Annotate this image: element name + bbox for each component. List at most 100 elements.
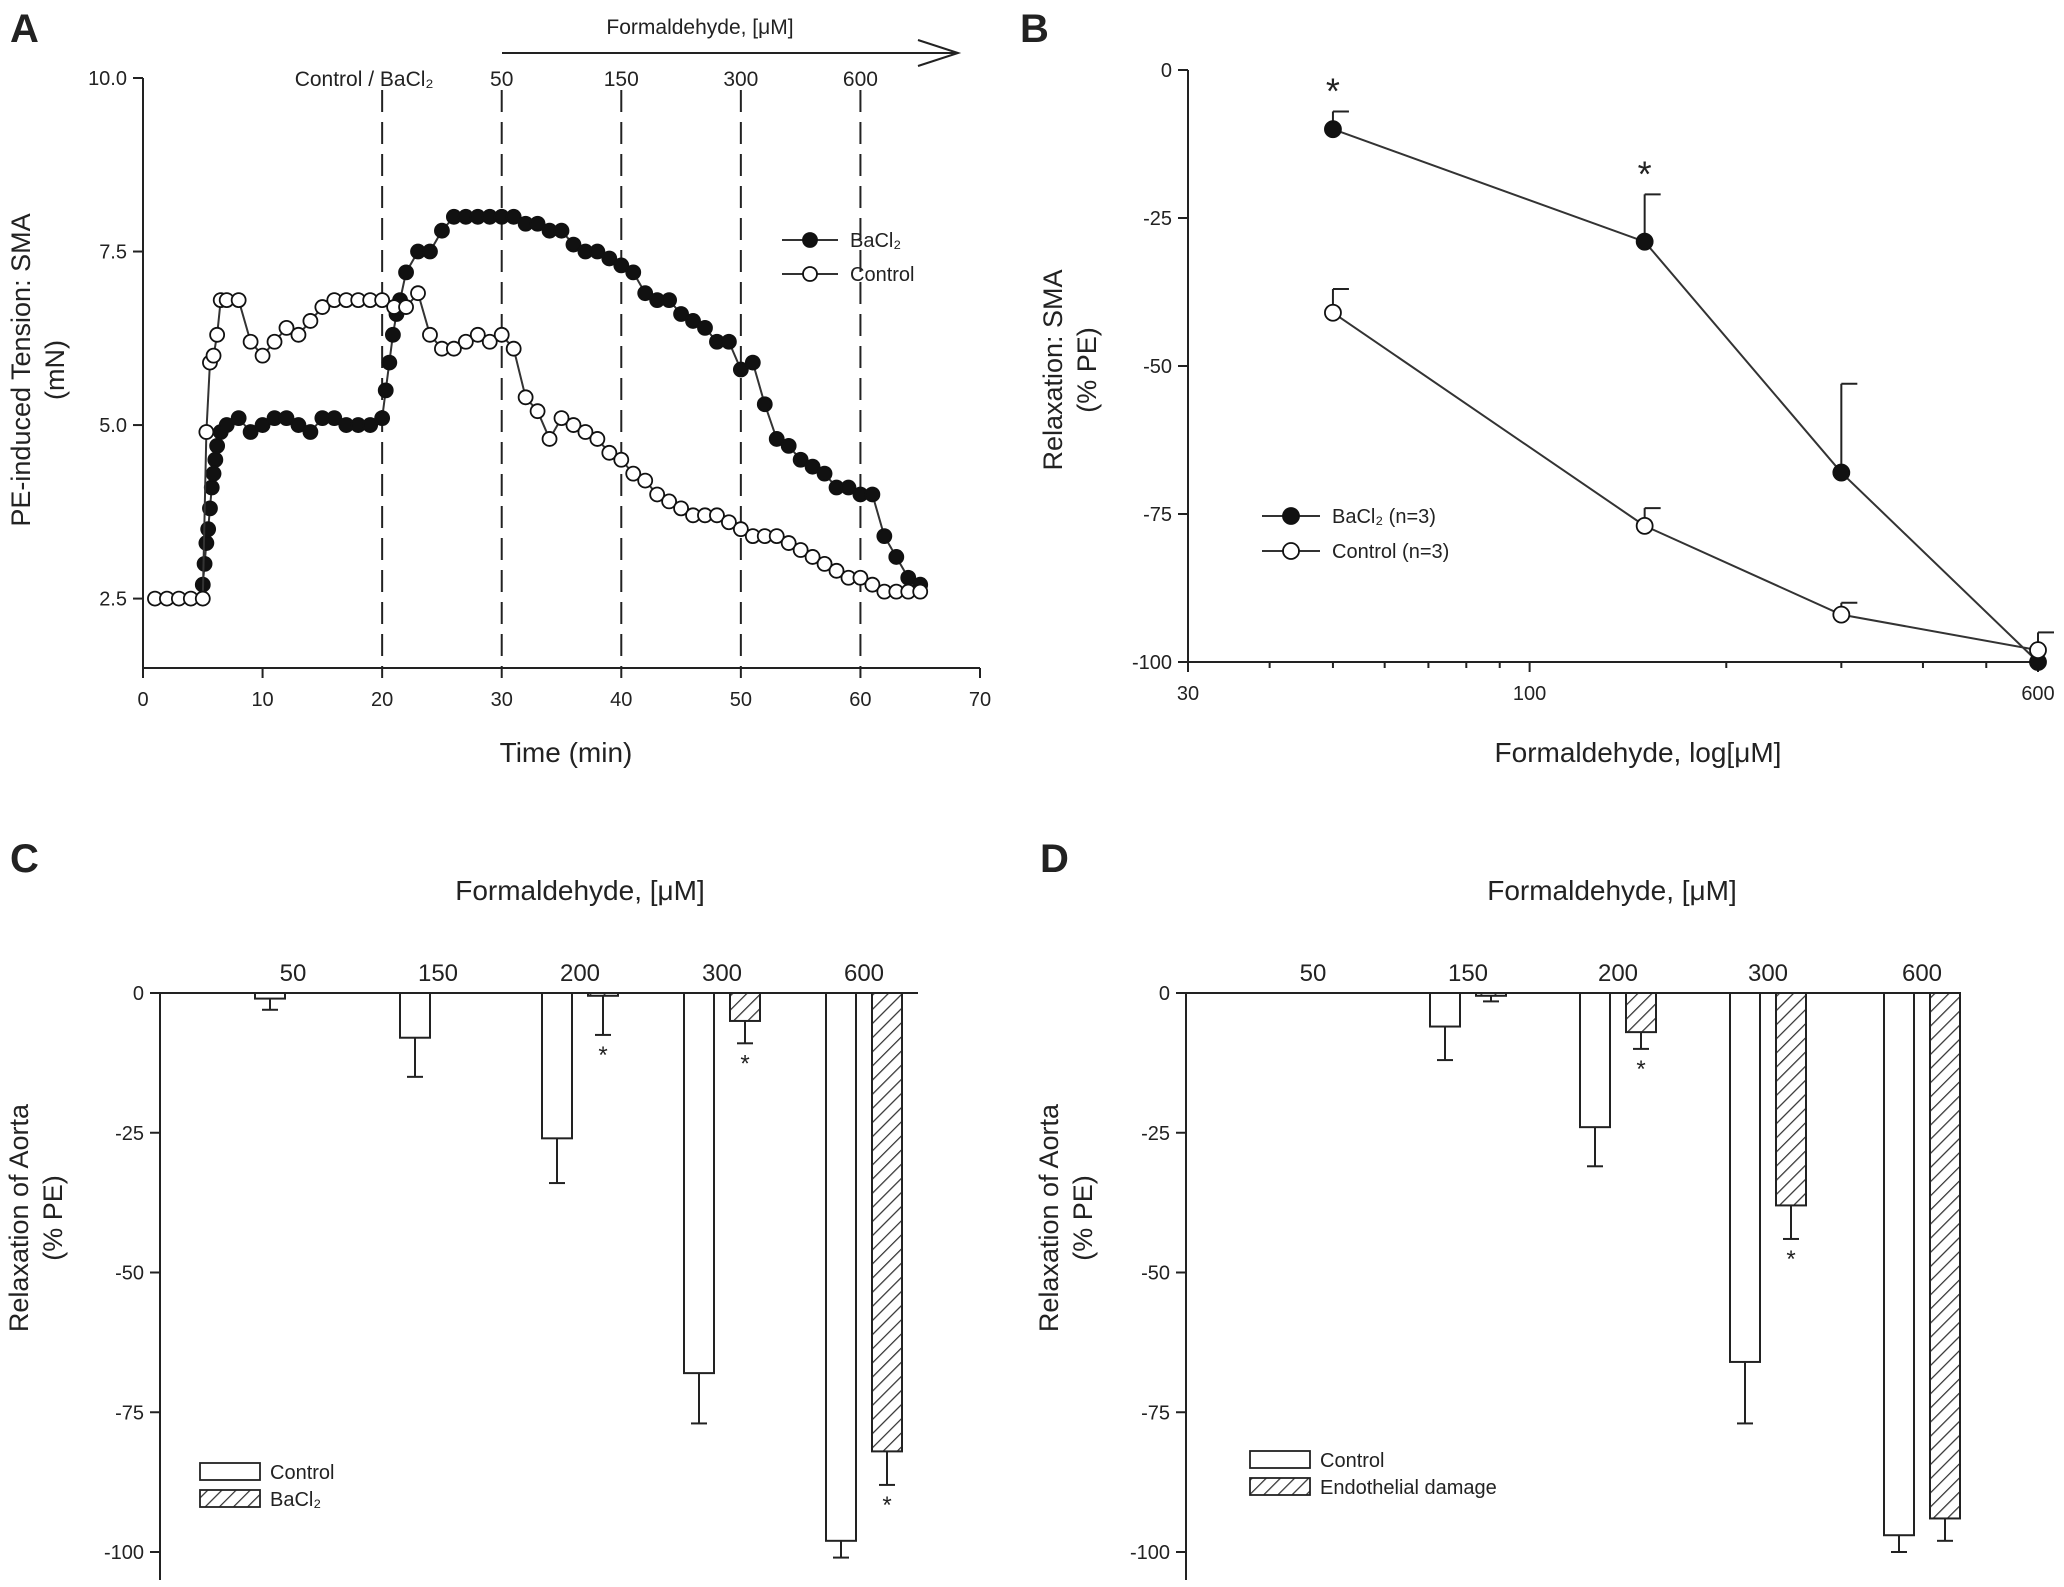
- panel-a-data-point: [302, 424, 319, 440]
- panel-c-bar: [399, 992, 431, 1039]
- panel-a-data-point: [565, 417, 582, 433]
- panel-c-ylabel-line1: Relaxation of Aorta: [4, 1103, 34, 1332]
- panel-d-legend-label: Endothelial damage: [1320, 1477, 1497, 1499]
- panel-c-category-label: 300: [702, 960, 742, 987]
- panel-a-data-point: [756, 396, 773, 413]
- panel-a-data-point: [744, 354, 761, 371]
- panel-b-data-point: [2029, 641, 2047, 660]
- panel-a-data-point: [290, 417, 307, 433]
- panel-c-bar: [683, 992, 715, 1375]
- panel-a-x-tick-label: 70: [969, 689, 991, 711]
- panel-b-y-tick-label: -50: [1143, 356, 1172, 378]
- panel-a-data-point: [457, 333, 474, 350]
- panel-a-data-point: [198, 535, 215, 551]
- panel-a-data-point: [505, 340, 522, 357]
- panel-a-data-point: [732, 521, 749, 538]
- panel-b-chart: Relaxation: SMA (% PE) Formaldehyde, log…: [1038, 60, 2055, 768]
- panel-a-data-point: [553, 410, 570, 427]
- panel-c-bar: [541, 992, 573, 1140]
- panel-a-data-point: [218, 417, 235, 433]
- panel-b-legend-label: Control (n=3): [1332, 541, 1449, 563]
- panel-a-data-point: [374, 410, 391, 427]
- panel-d-y-tick-label: -50: [1141, 1263, 1170, 1285]
- panel-d-legend-swatch: [1249, 1477, 1311, 1496]
- panel-b-data-point: [1832, 463, 1851, 482]
- panel-a-data-point: [385, 326, 401, 343]
- panel-d-bar: [1625, 992, 1657, 1034]
- panel-a-x-tick-label: 50: [730, 689, 752, 711]
- panel-c-bar: [254, 992, 286, 1000]
- panel-a-data-point: [493, 326, 510, 343]
- panel-a-data-point: [840, 479, 857, 496]
- panel-a-data-point: [613, 451, 630, 468]
- panel-a-data-point: [242, 333, 259, 350]
- panel-a-x-tick-label: 40: [610, 689, 632, 711]
- panel-a-data-point: [207, 451, 224, 468]
- panel-a-arrow-head: [917, 39, 962, 67]
- panel-c-legend-swatch: [199, 1489, 261, 1508]
- panel-a-data-point: [230, 410, 247, 427]
- panel-c-y-tick-label: -50: [115, 1263, 144, 1285]
- panel-c-y-tick-label: -25: [115, 1123, 144, 1145]
- panel-a-data-point: [637, 472, 654, 489]
- panel-a-data-point: [661, 292, 678, 309]
- panel-c-bar: [825, 992, 857, 1542]
- panel-a-y-tick-label: 7.5: [99, 242, 127, 264]
- panel-d-y-tick-label: 0: [1159, 983, 1170, 1005]
- panel-b-ylabel-line1: Relaxation: SMA: [1038, 269, 1068, 470]
- panel-a-ylabel-line2: (mN): [40, 340, 70, 400]
- panel-a-data-point: [732, 361, 749, 378]
- panel-a-data-point: [780, 535, 797, 551]
- panel-a-data-point: [577, 424, 594, 440]
- panel-a-data-point: [625, 465, 642, 482]
- panel-a-x-tick-label: 0: [137, 689, 148, 711]
- panel-a-data-point: [601, 444, 618, 461]
- panel-c-category-label: 150: [418, 960, 458, 987]
- panel-b-y-tick-label: -75: [1143, 504, 1172, 526]
- panel-a-data-point: [625, 264, 642, 281]
- panel-a-data-point: [469, 326, 486, 343]
- panel-b-data-point: [1832, 605, 1851, 624]
- panel-a-data-point: [637, 285, 654, 302]
- panel-a-data-point: [529, 403, 546, 420]
- panel-a-data-point: [709, 507, 725, 524]
- panel-a-data-point: [302, 313, 319, 329]
- panel-b-xlabel: Formaldehyde, log[μM]: [1495, 737, 1782, 768]
- panel-c-bar: [729, 992, 761, 1022]
- panel-c-legend-swatch: [199, 1462, 261, 1481]
- panel-d-bar: [1729, 992, 1761, 1363]
- panel-a-data-point: [589, 431, 606, 447]
- panel-b-data-point: [1324, 303, 1342, 322]
- panel-b-data-point: [1635, 516, 1654, 535]
- panel-b-x-tick-label: 600: [2021, 683, 2054, 705]
- panel-a-x-tick-label: 60: [849, 689, 871, 711]
- panel-d-y-tick-label: -25: [1141, 1123, 1170, 1145]
- panel-a-data-point: [673, 500, 689, 517]
- panel-a-legend-label: BaCl₂: [850, 230, 901, 252]
- panel-a-y-tick-label: 5.0: [99, 415, 127, 437]
- panel-a-data-point: [381, 354, 398, 371]
- panel-c-chart: Formaldehyde, [μM] Relaxation of Aorta (…: [4, 875, 918, 1580]
- panel-a-data-point: [290, 326, 307, 343]
- panel-letter-b: B: [1020, 7, 1049, 51]
- panel-d-legend-swatch: [1249, 1450, 1311, 1469]
- panel-a-data-point: [768, 528, 785, 545]
- panel-a-data-point: [242, 424, 259, 440]
- panel-d-category-label: 50: [1300, 960, 1327, 987]
- panel-a-data-point: [209, 437, 226, 454]
- panel-a-data-point: [864, 576, 881, 593]
- panel-d-category-label: 300: [1748, 960, 1788, 987]
- panel-d-category-label: 600: [1902, 960, 1942, 987]
- panel-a-data-point: [780, 437, 797, 454]
- panel-a-data-point: [434, 222, 450, 239]
- panel-b-y-tick-label: -100: [1132, 652, 1172, 674]
- panel-b-y-tick-label: 0: [1161, 60, 1172, 82]
- panel-a-data-point: [278, 319, 295, 336]
- panel-a-data-point: [888, 549, 905, 565]
- panel-a-vline-label: 50: [490, 68, 513, 91]
- panel-c-significance-star: *: [598, 1042, 607, 1069]
- panel-a-ylabel-line1: PE-induced Tension: SMA: [6, 213, 36, 526]
- panel-c-bar: [871, 992, 903, 1453]
- panel-d-bar: [1475, 992, 1507, 997]
- panel-b-ylabel-line2: (% PE): [1072, 327, 1102, 413]
